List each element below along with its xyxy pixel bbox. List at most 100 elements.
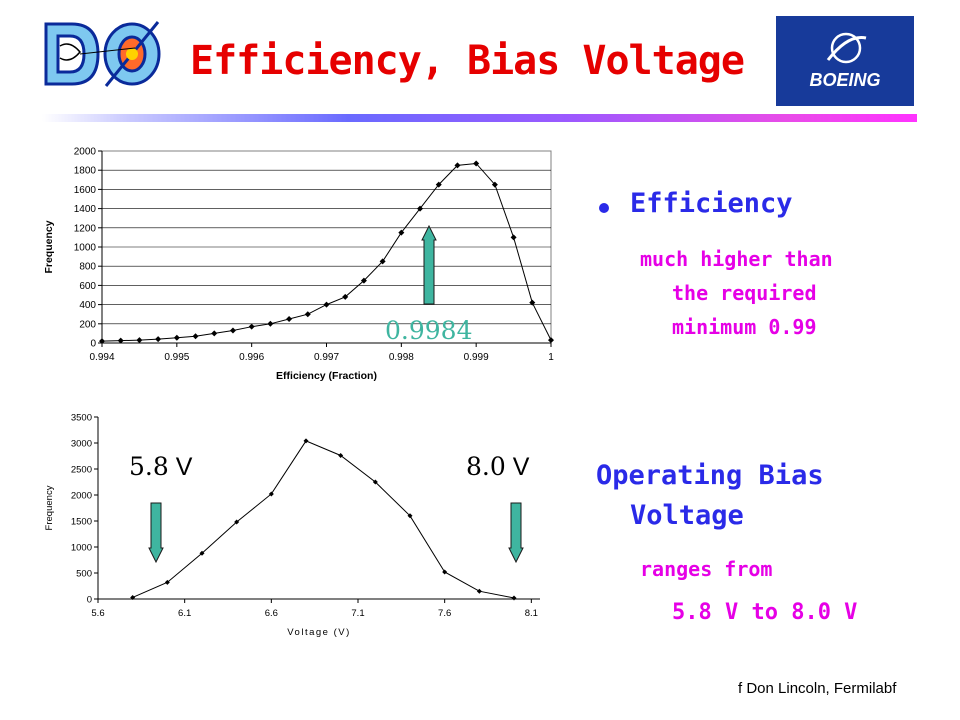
y-tick-label: 2000	[74, 147, 97, 158]
efficiency-chart: 0 200 400 600 800 1000 1200 1400 1600 1800 2000 0.9…	[43, 147, 554, 383]
y-tick-label: 1000	[74, 243, 97, 254]
data-point	[130, 594, 136, 600]
data-point	[407, 513, 413, 519]
y-tick-label: 0	[90, 339, 96, 350]
bias-low-label: 5.8 V	[129, 452, 192, 482]
y-tick-label: 1500	[71, 517, 92, 528]
x-tick-label: 7.6	[438, 608, 451, 619]
bias-high-arrow	[508, 502, 524, 564]
data-point	[398, 229, 405, 236]
data-point	[248, 323, 255, 330]
voltage-chart: 0 500 1000 1500 2000 2500 3000 3500 5.6 6.1 6.6 7.1…	[44, 413, 540, 638]
data-point	[199, 550, 205, 556]
data-point	[155, 336, 162, 343]
data-point	[417, 205, 424, 212]
data-point	[454, 162, 461, 169]
x-tick-label: 8.1	[525, 608, 538, 619]
data-point	[192, 333, 199, 340]
y-tick-label: 500	[76, 569, 92, 580]
bias-high-unit: V	[505, 453, 530, 481]
data-point	[473, 160, 480, 167]
data-point	[229, 327, 236, 334]
y-tick-label: 1000	[71, 543, 92, 554]
data-point	[286, 316, 293, 322]
data-point	[303, 438, 309, 444]
bias-heading-line-1: Operating Bias	[596, 460, 824, 491]
efficiency-line-1: much higher than	[640, 247, 833, 271]
x-tick-label: 0.996	[239, 352, 264, 363]
boeing-logo-text: BOEING	[809, 70, 880, 90]
data-point	[511, 595, 517, 601]
data-point	[548, 337, 554, 344]
y-tick-label: 800	[79, 262, 96, 273]
bias-heading-line-2: Voltage	[630, 500, 744, 531]
data-point	[234, 519, 240, 525]
y-tick-label: 1600	[74, 185, 97, 196]
data-point	[435, 181, 442, 188]
y-tick-label: 0	[87, 595, 92, 606]
y-tick-label: 600	[79, 281, 96, 292]
data-point	[268, 491, 274, 497]
data-point	[491, 181, 498, 188]
bias-low-unit: V	[168, 453, 193, 481]
y-tick-label: 1400	[74, 204, 97, 215]
page-title: Efficiency, Bias Voltage	[190, 38, 745, 84]
data-point	[342, 293, 349, 300]
data-point	[136, 337, 143, 344]
data-point	[117, 337, 124, 344]
y-tick-label: 200	[79, 319, 96, 330]
x-axis-label: Efficiency (Fraction)	[276, 370, 377, 382]
data-point	[372, 479, 378, 485]
x-tick-label: 6.6	[265, 608, 278, 619]
bias-low-value: 5.8	[129, 452, 169, 481]
x-tick-label: 1	[548, 352, 554, 363]
y-axis-label: Frequency	[44, 485, 55, 530]
y-tick-label: 2000	[71, 491, 92, 502]
data-point	[267, 320, 274, 327]
x-tick-label: 6.1	[178, 608, 191, 619]
header-divider	[42, 114, 917, 122]
efficiency-up-arrow	[421, 224, 437, 305]
efficiency-heading: Efficiency	[630, 188, 793, 219]
data-point	[476, 588, 482, 594]
plot-area	[98, 417, 540, 599]
y-axis-label: Frequency	[43, 220, 55, 273]
efficiency-line-3: minimum 0.99	[672, 315, 817, 339]
y-tick-label: 1200	[74, 223, 97, 234]
footer-credit: f Don Lincoln, Fermilabf	[738, 680, 897, 697]
x-axis-label: Voltage (V)	[287, 627, 351, 638]
data-point	[360, 277, 367, 284]
bias-line-1: ranges from	[640, 557, 773, 581]
data-point	[323, 301, 330, 308]
data-point	[442, 569, 448, 575]
bullet-dot-icon	[599, 203, 609, 213]
y-tick-label: 3000	[71, 439, 92, 450]
bias-high-value: 8.0	[466, 452, 506, 481]
y-tick-label: 2500	[71, 465, 92, 476]
x-tick-label: 0.998	[389, 352, 414, 363]
y-tick-label: 400	[79, 300, 96, 311]
x-tick-label: 0.997	[314, 352, 339, 363]
data-point	[529, 299, 536, 306]
data-point	[304, 311, 311, 318]
bias-high-label: 8.0 V	[466, 452, 529, 482]
x-tick-label: 0.994	[89, 352, 114, 363]
y-tick-label: 1800	[74, 166, 97, 177]
data-point	[173, 334, 180, 341]
x-tick-label: 7.1	[351, 608, 364, 619]
data-point	[510, 234, 517, 241]
x-tick-label: 0.995	[164, 352, 189, 363]
data-point	[379, 258, 386, 265]
dzero-logo	[44, 21, 161, 87]
boeing-logo: BOEING	[776, 16, 914, 106]
data-point	[338, 452, 344, 458]
series-line	[132, 440, 515, 599]
bias-low-arrow	[148, 502, 164, 564]
y-tick-label: 3500	[71, 413, 92, 424]
data-point	[211, 330, 218, 337]
data-point	[99, 338, 105, 345]
data-point	[164, 579, 170, 585]
efficiency-peak-label: 0.9984	[385, 316, 473, 345]
efficiency-line-2: the required	[672, 281, 817, 305]
bias-line-2: 5.8 V to 8.0 V	[672, 600, 858, 625]
